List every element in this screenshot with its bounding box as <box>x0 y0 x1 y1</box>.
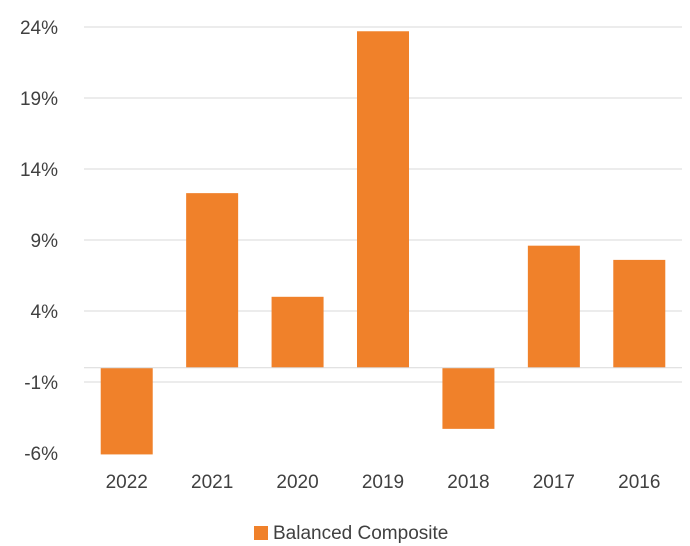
bar-2016 <box>613 259 666 368</box>
y-tick-label: 14% <box>20 160 58 181</box>
x-axis-category-labels: 2022 2021 2020 2019 2018 2017 2016 <box>106 472 661 493</box>
y-tick-label: 9% <box>31 231 59 252</box>
bar-2021 <box>186 193 239 368</box>
legend-label: Balanced Composite <box>273 523 448 544</box>
y-tick-label: -1% <box>24 373 58 394</box>
x-tick-label: 2022 <box>106 472 148 493</box>
x-tick-label: 2021 <box>191 472 233 493</box>
y-tick-label: -6% <box>24 444 58 465</box>
bar-2020 <box>271 296 324 368</box>
bar-2017 <box>527 245 580 368</box>
x-tick-label: 2016 <box>618 472 660 493</box>
y-tick-label: 24% <box>20 18 58 39</box>
x-tick-label: 2019 <box>362 472 404 493</box>
x-tick-label: 2020 <box>276 472 318 493</box>
y-tick-label: 4% <box>31 302 59 323</box>
x-tick-label: 2018 <box>447 472 489 493</box>
y-tick-label: 19% <box>20 89 58 110</box>
bars <box>84 31 682 455</box>
x-tick-label: 2017 <box>533 472 575 493</box>
y-axis-tick-labels: 24% 19% 14% 9% 4% -1% -6% <box>20 18 58 465</box>
legend: Balanced Composite <box>254 523 448 544</box>
legend-swatch <box>254 526 268 540</box>
bar-2019 <box>357 31 409 368</box>
bar-2018 <box>442 367 495 429</box>
bar-2022 <box>100 367 153 455</box>
